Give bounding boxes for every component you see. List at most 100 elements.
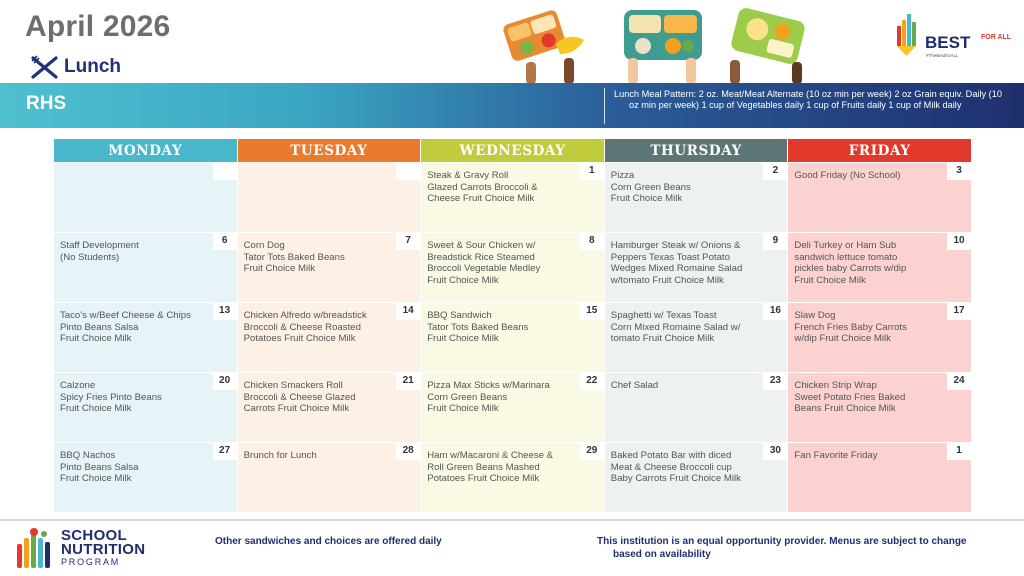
lunch-trays-illustration: [503, 8, 805, 84]
menu-day-cell: Corn Dog Tator Tots Baked Beans Fruit Ch…: [237, 233, 421, 302]
menu-items: Pizza Corn Green Beans Fruit Choice Milk: [610, 170, 691, 204]
menu-items: Brunch for Lunch: [243, 450, 317, 461]
kids-hands-icon: [17, 528, 50, 568]
menu-items: Chicken Smackers Roll Broccoli & Cheese …: [243, 380, 356, 414]
day-number: 29: [579, 443, 604, 460]
menu-day-cell: Good Friday (No School) 3: [788, 163, 971, 232]
menu-items: Chicken Strip Wrap Sweet Potato Fries Ba…: [794, 380, 906, 414]
menu-items: BBQ Nachos Pinto Beans Salsa Fruit Choic…: [60, 450, 139, 484]
program-line-3: PROGRAM: [61, 557, 121, 567]
menu-items: Good Friday (No School): [794, 170, 901, 181]
day-number: 28: [396, 443, 421, 460]
menu-items: Slaw Dog French Fries Baby Carrots w/dip…: [794, 310, 907, 344]
menu-items: Steak & Gravy Roll Glazed Carrots Brocco…: [427, 170, 538, 204]
school-banner: RHS Lunch Meal Pattern: 2 oz. Meat/Meat …: [0, 83, 1024, 128]
day-number: 17: [947, 303, 971, 320]
day-number: 23: [763, 373, 788, 390]
day-number: 1: [579, 163, 604, 180]
day-number: 20: [212, 373, 237, 390]
weekday-thursday: THURSDAY: [604, 139, 788, 162]
day-number: 24: [947, 373, 971, 390]
banner-divider: [604, 88, 605, 124]
footer-note-right: This institution is an equal opportunity…: [597, 536, 967, 560]
day-number: 14: [396, 303, 421, 320]
menu-day-cell: Steak & Gravy Roll Glazed Carrots Brocco…: [421, 163, 604, 232]
menu-day-cell: Fan Favorite Friday 1: [788, 443, 971, 512]
day-number: 7: [396, 233, 421, 250]
footer-divider: [0, 519, 1024, 521]
menu-day-cell: Baked Potato Bar with diced Meat & Chees…: [604, 443, 788, 512]
menu-day-cell: Sweet & Sour Chicken w/ Breadstick Rice …: [421, 233, 604, 302]
day-number: 15: [579, 303, 604, 320]
day-number: [212, 163, 237, 180]
menu-items: Taco's w/Beef Cheese & Chips Pinto Beans…: [60, 310, 191, 344]
logo-text: BEST: [925, 33, 971, 52]
menu-items: Chicken Alfredo w/breadstick Broccoli & …: [243, 310, 367, 344]
weekday-monday: MONDAY: [54, 139, 237, 162]
meal-type: Lunch: [64, 56, 121, 77]
day-number: 30: [763, 443, 788, 460]
weekday-friday: FRIDAY: [788, 139, 971, 162]
menu-items: Fan Favorite Friday: [794, 450, 878, 461]
day-number: [396, 163, 421, 180]
menu-day-cell: BBQ Nachos Pinto Beans Salsa Fruit Choic…: [54, 443, 237, 512]
menu-day-cell: Brunch for Lunch 28: [237, 443, 421, 512]
menu-day-cell: Chicken Smackers Roll Broccoli & Cheese …: [237, 373, 421, 442]
menu-items: Spaghetti w/ Texas Toast Corn Mixed Roma…: [610, 310, 741, 344]
school-nutrition-logo: SCHOOL NUTRITION PROGRAM: [14, 526, 174, 572]
menu-day-cell: [237, 163, 421, 232]
menu-items: Pizza Max Sticks w/Marinara Corn Green B…: [427, 380, 550, 414]
footer-note-left: Other sandwiches and choices are offered…: [215, 536, 442, 547]
menu-day-cell: Slaw Dog French Fries Baby Carrots w/dip…: [788, 303, 971, 372]
fork-knife-icon: [31, 55, 58, 79]
logo-tag: #TheBestforALL: [926, 53, 959, 58]
day-number: 27: [212, 443, 237, 460]
day-number: 10: [947, 233, 971, 250]
weekday-header: MONDAY TUESDAY WEDNESDAY THURSDAY FRIDAY: [54, 139, 971, 162]
menu-items: Sweet & Sour Chicken w/ Breadstick Rice …: [427, 240, 541, 286]
best-for-all-logo: BEST FOR ALL #TheBestforALL: [893, 12, 1018, 62]
page-title: April 2026: [25, 10, 171, 43]
day-number: 6: [212, 233, 237, 250]
meal-pattern-text: Lunch Meal Pattern: 2 oz. Meat/Meat Alte…: [614, 89, 1002, 110]
weekday-tuesday: TUESDAY: [237, 139, 421, 162]
menu-day-cell: BBQ Sandwich Tator Tots Baked Beans Frui…: [421, 303, 604, 372]
menu-day-cell: Pizza Corn Green Beans Fruit Choice Milk…: [604, 163, 788, 232]
menu-items: BBQ Sandwich Tator Tots Baked Beans Frui…: [427, 310, 529, 344]
calendar-grid: Steak & Gravy Roll Glazed Carrots Brocco…: [54, 163, 971, 512]
school-name: RHS: [26, 93, 67, 114]
day-number: 13: [212, 303, 237, 320]
menu-items: Calzone Spicy Fries Pinto Beans Fruit Ch…: [60, 380, 162, 414]
day-number: 8: [579, 233, 604, 250]
logo-for-all: FOR ALL: [981, 34, 1012, 41]
program-line-2: NUTRITION: [61, 541, 146, 558]
menu-day-cell: Pizza Max Sticks w/Marinara Corn Green B…: [421, 373, 604, 442]
menu-items: Hamburger Steak w/ Onions & Peppers Texa…: [610, 240, 743, 286]
day-number: 16: [763, 303, 788, 320]
menu-items: Staff Development (No Students): [60, 240, 139, 263]
pencil-bars-icon: BEST FOR ALL #TheBestforALL: [897, 14, 1012, 58]
day-number: 21: [396, 373, 421, 390]
meal-label: Lunch: [30, 55, 121, 79]
weekday-wednesday: WEDNESDAY: [421, 139, 604, 162]
menu-day-cell: Calzone Spicy Fries Pinto Beans Fruit Ch…: [54, 373, 237, 442]
menu-day-cell: Taco's w/Beef Cheese & Chips Pinto Beans…: [54, 303, 237, 372]
day-number: 3: [947, 163, 971, 180]
menu-day-cell: Chef Salad 23: [604, 373, 788, 442]
menu-day-cell: Spaghetti w/ Texas Toast Corn Mixed Roma…: [604, 303, 788, 372]
menu-day-cell: Deli Turkey or Ham Sub sandwich lettuce …: [788, 233, 971, 302]
menu-day-cell: Hamburger Steak w/ Onions & Peppers Texa…: [604, 233, 788, 302]
menu-items: Corn Dog Tator Tots Baked Beans Fruit Ch…: [243, 240, 345, 274]
menu-items: Baked Potato Bar with diced Meat & Chees…: [610, 450, 741, 484]
menu-day-cell: [54, 163, 237, 232]
day-number: 22: [579, 373, 604, 390]
menu-calendar: MONDAY TUESDAY WEDNESDAY THURSDAY FRIDAY Ste…: [54, 139, 971, 512]
day-number: 2: [763, 163, 788, 180]
menu-items: Deli Turkey or Ham Sub sandwich lettuce …: [794, 240, 907, 286]
menu-day-cell: Staff Development (No Students) 6: [54, 233, 237, 302]
menu-items: Chef Salad: [610, 380, 659, 391]
day-number: 1: [947, 443, 971, 460]
program-line-1: SCHOOL: [61, 527, 127, 544]
menu-day-cell: Chicken Strip Wrap Sweet Potato Fries Ba…: [788, 373, 971, 442]
